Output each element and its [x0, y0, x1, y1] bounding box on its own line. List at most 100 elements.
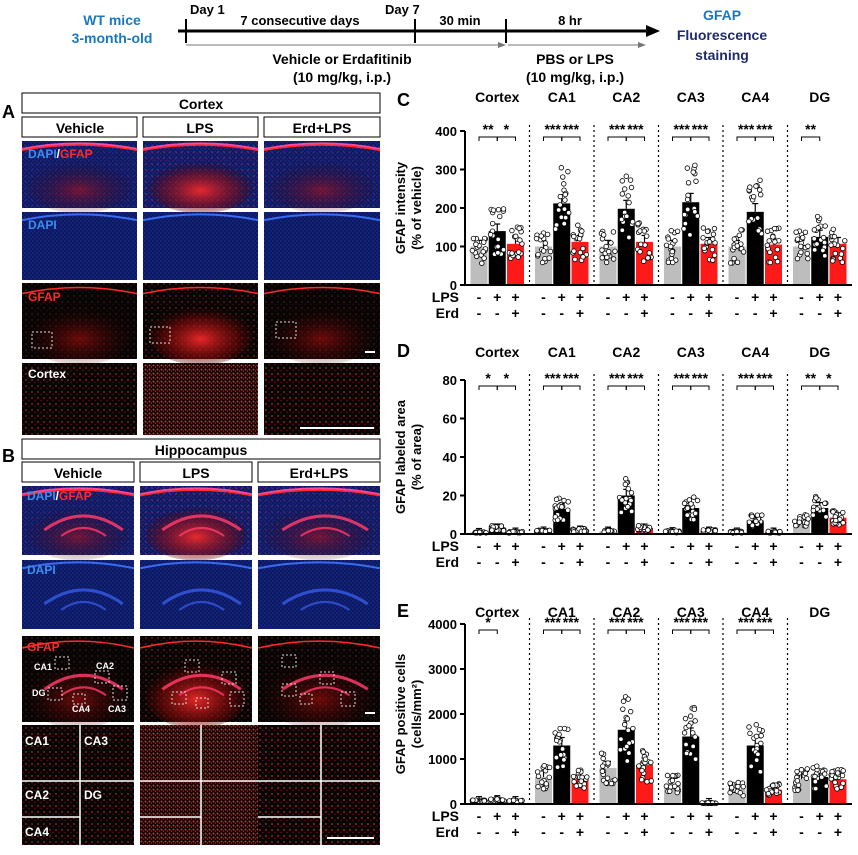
data-point [546, 255, 552, 261]
erd-indicator: + [834, 824, 842, 840]
lps-indicator: + [705, 808, 713, 824]
data-point [547, 248, 554, 255]
erd-indicator: + [769, 305, 777, 321]
data-point [686, 723, 692, 729]
data-point [794, 255, 801, 262]
data-point [481, 798, 487, 804]
chart-d-letter: D [397, 341, 410, 361]
data-point [706, 239, 713, 245]
data-point [481, 239, 487, 245]
lps-indicator: + [816, 808, 824, 824]
panel-b-roi-box-6 [221, 671, 237, 685]
y-tick-label: 4000 [428, 617, 457, 632]
bar-ca4-lps [746, 745, 764, 804]
data-point [495, 236, 501, 243]
data-point [644, 778, 650, 785]
data-point [516, 249, 522, 255]
y-tick-label: 1000 [428, 752, 457, 767]
data-point [693, 178, 699, 184]
data-point [489, 220, 496, 227]
sig-label: *** [756, 370, 773, 386]
panel-b-roi-box-11 [319, 671, 335, 685]
data-point [793, 522, 799, 529]
data-point [667, 788, 673, 794]
sig-label: *** [756, 614, 773, 630]
lps-indicator: - [799, 538, 804, 554]
sig-label: *** [738, 370, 755, 386]
data-point [668, 227, 674, 234]
data-point [641, 228, 648, 234]
sig-bracket [607, 629, 627, 634]
svg-text:DAPI/GFAP: DAPI/GFAP [27, 489, 92, 503]
y-tick-label: 300 [435, 163, 457, 178]
region-title-ca3: CA3 [677, 344, 705, 360]
erd-indicator: - [799, 554, 804, 570]
lps-indicator: + [834, 808, 842, 824]
sig-bracket [561, 385, 581, 390]
data-point [804, 250, 810, 257]
sig-label: *** [609, 121, 626, 137]
data-point [767, 259, 773, 266]
region-title-cortex: Cortex [475, 604, 520, 620]
panel-a-col-vehicle: Vehicle [56, 120, 104, 136]
sig-bracket [561, 629, 581, 634]
lps-indicator: + [493, 808, 501, 824]
data-point [756, 727, 763, 733]
challenge-line-2: (10 mg/kg, i.p.) [526, 69, 624, 85]
data-point [500, 528, 507, 534]
data-point [755, 228, 762, 234]
data-point [711, 225, 718, 232]
panel-b-image-r2-c2 [257, 636, 381, 729]
data-point [842, 238, 848, 244]
panel-a: A Cortex Vehicle LPS Erd+LPS DAPI/GFAP D… [2, 92, 381, 435]
erd-indicator: - [477, 305, 482, 321]
data-point [813, 495, 819, 501]
data-point [746, 218, 752, 225]
lps-indicator: - [541, 289, 546, 305]
erd-indicator: - [688, 554, 693, 570]
data-point [662, 528, 669, 535]
data-point [618, 736, 624, 742]
region-label-ca4: CA4 [72, 704, 90, 714]
data-point [840, 509, 846, 516]
panel-b-col-box-erd [257, 461, 381, 483]
sig-bracket [736, 629, 756, 634]
data-point [539, 259, 546, 266]
erd-indicator: - [559, 305, 564, 321]
sig-label: *** [673, 121, 690, 137]
data-point [694, 213, 701, 219]
erd-indicator: + [705, 305, 713, 321]
sig-label: *** [738, 121, 755, 137]
data-point [518, 797, 524, 804]
erd-indicator: - [624, 305, 629, 321]
sig-bracket [625, 385, 645, 390]
panel-b-label-gfap: GFAP [59, 489, 92, 503]
data-point [623, 476, 629, 482]
lps-indicator: + [769, 538, 777, 554]
panel-a-label-gfap: GFAP [60, 147, 93, 161]
lps-indicator: + [493, 538, 501, 554]
treatment-arrowhead [498, 42, 506, 48]
panel-a-image-r1-c0 [21, 212, 138, 280]
lps-indicator: + [576, 289, 584, 305]
data-point [694, 497, 701, 504]
data-point [489, 527, 495, 533]
data-point [684, 196, 691, 203]
data-point [559, 504, 565, 510]
data-point [612, 777, 618, 783]
panel-b-col-box-lps [139, 461, 253, 483]
data-point [832, 779, 838, 786]
panel-b-col-box-vehicle [21, 461, 135, 483]
panel-b-roi-box-2 [47, 687, 63, 701]
data-point [533, 235, 540, 242]
treatment-line-2: (10 mg/kg, i.p.) [293, 69, 391, 85]
erd-indicator: - [606, 305, 611, 321]
panel-b-label-dapi: DAPI [27, 489, 56, 503]
panel-a-image-r0-c2 [263, 141, 381, 214]
region-title-cortex: Cortex [475, 89, 520, 105]
region-title-ca3: CA3 [677, 89, 705, 105]
data-point [805, 243, 811, 249]
panel-a-title-box [21, 92, 381, 114]
data-point [610, 256, 617, 262]
data-point [772, 239, 778, 245]
